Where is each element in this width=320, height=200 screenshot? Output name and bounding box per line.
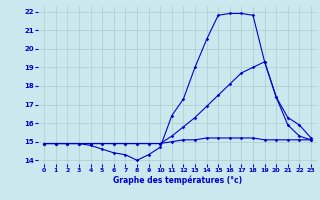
X-axis label: Graphe des températures (°c): Graphe des températures (°c) (113, 176, 242, 185)
